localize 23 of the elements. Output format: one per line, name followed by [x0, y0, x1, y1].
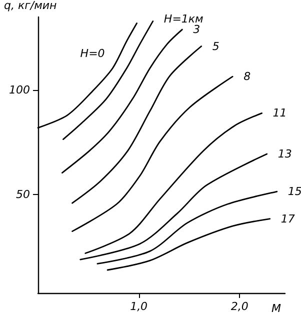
x-tick-label: 1,0 [130, 300, 148, 313]
series-label: 5 [212, 40, 220, 53]
series-label: H=0 [80, 46, 105, 60]
x-axis-title: M [272, 302, 282, 315]
series-label: 11 [272, 106, 287, 120]
line-series [106, 218, 271, 271]
series-label: 13 [278, 147, 292, 160]
line-series [80, 153, 268, 260]
x-tick-label: 2,0 [230, 300, 248, 313]
series-label: 3 [193, 23, 200, 36]
line-series [72, 46, 202, 204]
line-series [62, 20, 154, 140]
line-series [72, 76, 234, 232]
series-label: 15 [288, 185, 301, 198]
series-label: H=1км [164, 12, 204, 26]
y-tick-label: 100 [9, 84, 30, 97]
series-label: 8 [244, 70, 251, 84]
y-axis-title: q, кг/мин [4, 0, 57, 12]
line-series [61, 28, 183, 174]
line-series [96, 190, 278, 264]
y-tick-label: 50 [16, 188, 30, 202]
line-series [84, 112, 263, 254]
series-label: 17 [280, 212, 295, 226]
